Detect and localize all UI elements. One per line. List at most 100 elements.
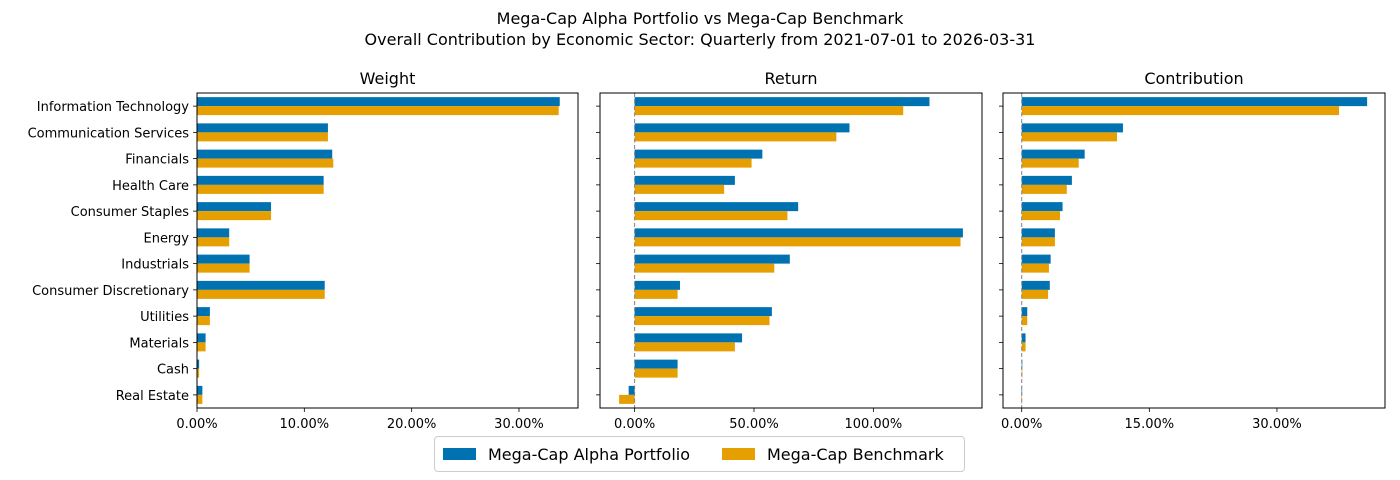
bar-portfolio <box>1021 359 1023 369</box>
bar-portfolio <box>1021 175 1072 185</box>
y-tick-label: Industrials <box>121 258 189 273</box>
bar-benchmark <box>197 316 210 326</box>
bar-portfolio <box>634 228 963 238</box>
panel-title: Return <box>764 69 817 88</box>
legend-swatch-benchmark <box>722 448 755 460</box>
bar-benchmark <box>197 158 334 168</box>
bar-portfolio <box>197 97 560 107</box>
x-tick-label: 50.00% <box>729 417 779 432</box>
panel-title: Contribution <box>1144 69 1243 88</box>
axes-frame <box>1002 92 1386 409</box>
y-tick-label: Consumer Staples <box>71 205 190 220</box>
y-tick-label: Utilities <box>140 310 189 325</box>
panel-return: Return 0.00% 50.00% 100.00% <box>596 69 983 432</box>
bar-benchmark <box>1021 106 1340 116</box>
bar-benchmark <box>1021 316 1028 326</box>
bar-portfolio <box>634 333 743 343</box>
bar-portfolio <box>634 307 772 317</box>
x-tick-label: 20.00% <box>387 417 437 432</box>
bar-portfolio <box>1021 228 1055 238</box>
bar-benchmark <box>634 158 752 168</box>
bar-portfolio <box>197 359 200 369</box>
bar-benchmark <box>634 211 788 221</box>
bar-benchmark <box>1021 158 1079 168</box>
bar-benchmark <box>634 106 904 116</box>
bar-portfolio <box>1021 97 1368 107</box>
legend-swatch-portfolio <box>443 448 476 460</box>
y-tick-label: Materials <box>129 336 189 351</box>
bar-benchmark <box>1021 132 1118 142</box>
panel-contribution: Contribution 0.00% 15.00% 30.00% <box>999 69 1386 432</box>
figure-title-line2: Overall Contribution by Economic Sector:… <box>365 30 1036 49</box>
bar-benchmark <box>197 184 324 194</box>
legend-label-portfolio: Mega-Cap Alpha Portfolio <box>488 444 690 464</box>
bar-benchmark <box>634 263 775 273</box>
bar-benchmark <box>634 184 725 194</box>
figure-title-line1: Mega-Cap Alpha Portfolio vs Mega-Cap Ben… <box>497 9 904 28</box>
bar-portfolio <box>1021 123 1123 133</box>
y-tick-label: Real Estate <box>116 389 189 404</box>
bar-benchmark <box>634 132 837 142</box>
bar-portfolio <box>197 333 206 343</box>
bar-portfolio <box>634 254 790 264</box>
chart-canvas: Mega-Cap Alpha Portfolio vs Mega-Cap Ben… <box>28 9 1386 432</box>
bar-benchmark <box>197 368 200 378</box>
bar-benchmark <box>1021 342 1026 352</box>
legend-item-benchmark: Mega-Cap Benchmark <box>722 445 944 464</box>
y-tick-label: Communication Services <box>28 126 190 141</box>
bar-portfolio <box>634 97 930 107</box>
y-tick-label: Information Technology <box>37 100 190 115</box>
bar-benchmark <box>1021 237 1055 247</box>
bar-benchmark <box>634 237 961 247</box>
x-tick-label: 100.00% <box>844 417 902 432</box>
bar-portfolio <box>1021 202 1063 212</box>
y-tick-label: Health Care <box>112 179 189 194</box>
y-tick-label: Cash <box>157 363 189 378</box>
x-tick-label: 0.00% <box>1001 417 1042 432</box>
x-tick-label: 0.00% <box>176 417 217 432</box>
bar-portfolio <box>1021 149 1085 159</box>
bar-benchmark <box>197 237 230 247</box>
bar-portfolio <box>634 280 680 290</box>
bar-benchmark <box>634 289 678 299</box>
axes-frame <box>599 92 983 409</box>
bar-portfolio <box>197 149 333 159</box>
bar-portfolio <box>634 202 799 212</box>
bar-benchmark <box>634 342 735 352</box>
y-tick-label: Energy <box>143 231 189 246</box>
bar-portfolio <box>634 123 850 133</box>
bar-benchmark <box>197 342 206 352</box>
bar-benchmark <box>197 106 559 116</box>
x-tick-label: 30.00% <box>494 417 544 432</box>
bar-portfolio <box>197 307 210 317</box>
legend-item-portfolio: Mega-Cap Alpha Portfolio <box>443 445 690 464</box>
bar-portfolio <box>197 175 324 185</box>
bar-benchmark <box>197 211 272 221</box>
bar-portfolio <box>197 202 272 212</box>
bar-portfolio <box>197 228 230 238</box>
y-tick-label: Consumer Discretionary <box>32 284 189 299</box>
bar-portfolio <box>1021 280 1050 290</box>
legend: Mega-Cap Alpha Portfolio Mega-Cap Benchm… <box>434 436 965 472</box>
bar-portfolio <box>1021 307 1028 317</box>
bar-benchmark <box>1021 211 1061 221</box>
bar-benchmark <box>619 394 635 404</box>
bar-portfolio <box>197 385 203 395</box>
bar-portfolio <box>1021 385 1023 395</box>
axes-frame <box>196 92 579 409</box>
bar-portfolio <box>197 254 250 264</box>
bar-benchmark <box>197 132 328 142</box>
bar-benchmark <box>1021 184 1067 194</box>
x-tick-label: 30.00% <box>1252 417 1302 432</box>
legend-label-benchmark: Mega-Cap Benchmark <box>767 444 944 464</box>
bar-benchmark <box>634 316 770 326</box>
bar-portfolio <box>628 385 635 395</box>
y-tick-label: Financials <box>125 153 189 168</box>
panel-weight: Weight Information Technology Communicatio… <box>28 69 579 432</box>
bar-portfolio <box>197 280 325 290</box>
panel-title: Weight <box>360 69 416 88</box>
bar-portfolio <box>634 175 735 185</box>
bar-portfolio <box>1021 333 1026 343</box>
bar-portfolio <box>634 359 678 369</box>
